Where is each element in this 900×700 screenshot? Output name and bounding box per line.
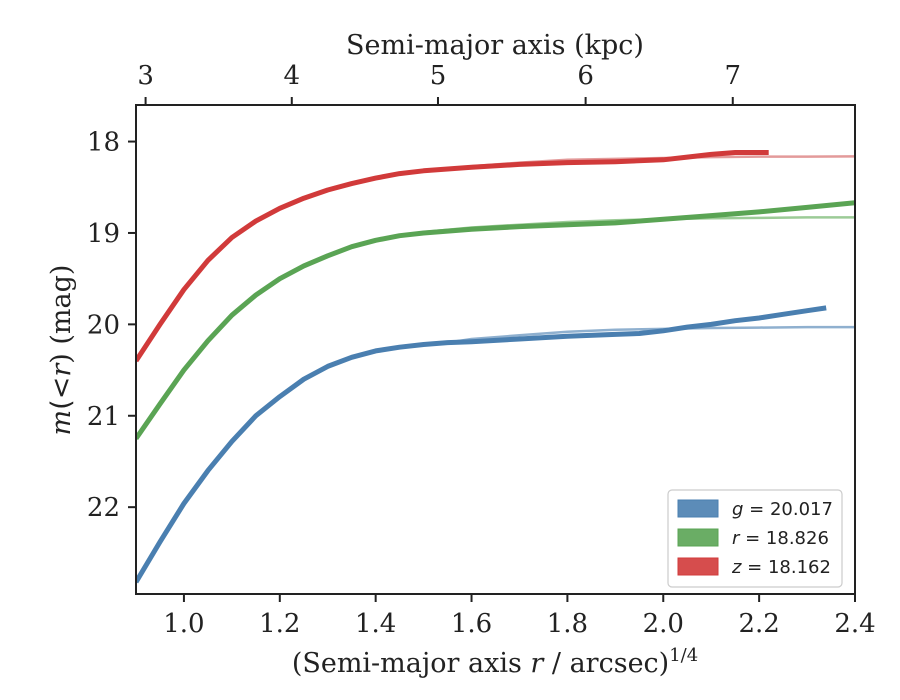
legend-swatch-z	[677, 557, 719, 576]
legend-band-value: = 18.826	[739, 528, 829, 549]
x-axis-title-prefix: (Semi-major axis	[292, 648, 531, 679]
x-tick-label: 2.0	[643, 609, 684, 639]
top-tick-label: 4	[284, 61, 301, 91]
data-lines	[136, 150, 855, 584]
top-tick-label: 3	[137, 61, 154, 91]
x-tick-label: 1.2	[259, 609, 300, 639]
fit-line-g	[446, 325, 855, 344]
y-axis-title: m(<r) (mag)	[46, 265, 77, 436]
x-axis-title-variable: r	[530, 648, 545, 679]
top-axis-ticks: 3 4 5 6 7	[137, 61, 741, 105]
y-axis-title-variable: m	[46, 410, 77, 436]
y-axis-title-unit: ) (mag)	[46, 265, 77, 364]
legend-swatch-r	[677, 528, 719, 547]
top-axis-title: Semi-major axis (kpc)	[346, 30, 644, 61]
series-line-g	[136, 305, 827, 584]
series-line-z	[136, 150, 769, 363]
y-tick-label: 22	[87, 493, 120, 523]
x-tick-label: 1.6	[451, 609, 492, 639]
x-tick-label: 1.8	[547, 609, 588, 639]
legend-label-g: g = 20.017	[732, 499, 833, 520]
y-axis-title-r: r	[46, 362, 77, 377]
legend-band-value: = 18.162	[741, 557, 831, 578]
legend-band-value: = 20.017	[743, 499, 833, 520]
top-tick-label: 5	[430, 61, 447, 91]
x-tick-label: 1.4	[355, 609, 396, 639]
x-axis-ticks: 1.0 1.2 1.4 1.6 1.8 2.0 2.2 2.4	[163, 594, 876, 639]
legend-label-z: z = 18.162	[731, 557, 831, 578]
plot-frame	[135, 104, 856, 595]
y-tick-label: 19	[87, 219, 120, 249]
y-tick-label: 18	[87, 128, 120, 158]
y-tick-label: 20	[87, 310, 120, 340]
x-axis-title: (Semi-major axis r / arcsec)1/4	[292, 645, 698, 679]
x-axis-title-exponent: 1/4	[669, 645, 698, 666]
x-tick-label: 1.0	[163, 609, 204, 639]
legend-band-name: z	[731, 557, 742, 578]
y-axis-title-open: (<	[46, 377, 77, 410]
x-tick-label: 2.2	[738, 609, 779, 639]
series-line-r	[136, 200, 855, 441]
y-axis-ticks: 18 19 20 21 22	[87, 128, 136, 523]
top-tick-label: 7	[724, 61, 741, 91]
x-axis-title-unit: / arcsec)	[543, 648, 669, 679]
legend-band-name: r	[732, 528, 741, 549]
legend-band-name: g	[732, 499, 743, 520]
legend-swatch-g	[677, 499, 719, 518]
y-tick-label: 21	[87, 402, 120, 432]
top-tick-label: 6	[577, 61, 594, 91]
legend-label-r: r = 18.826	[732, 528, 829, 549]
x-tick-label: 2.4	[834, 609, 875, 639]
